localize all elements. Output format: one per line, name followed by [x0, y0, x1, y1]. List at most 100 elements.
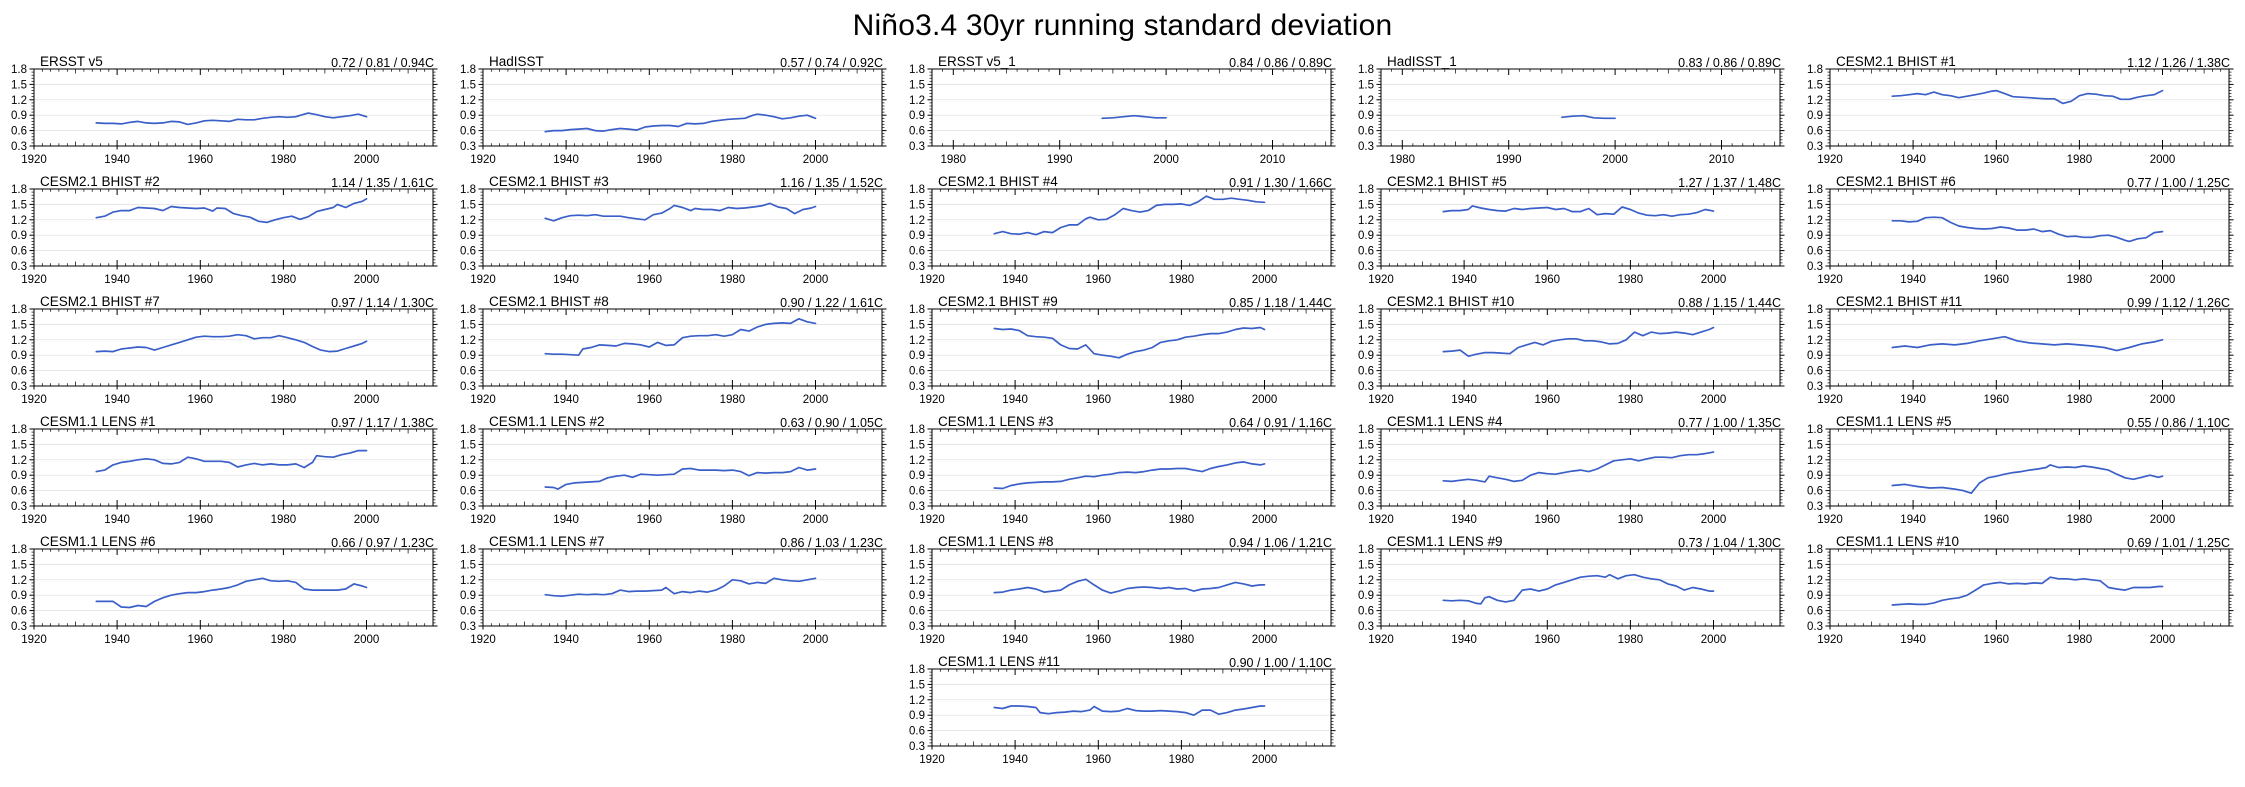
svg-text:1.2: 1.2 [11, 95, 27, 107]
chart-panel: 1920 1940 1960 1980 2000 0.3 0.6 0.9 1.2 1.5 1.8 C… [449, 174, 898, 294]
svg-text:1.5: 1.5 [460, 439, 476, 451]
axis-ticks: 1920 1940 1960 1980 2000 0.3 0.6 0.9 1.2 1.5 1.8 [1807, 544, 2234, 646]
svg-text:1960: 1960 [637, 274, 663, 286]
data-line [544, 202, 817, 222]
svg-text:1.2: 1.2 [1358, 215, 1374, 227]
svg-text:2000: 2000 [803, 154, 829, 166]
panel-stats: 1.27 / 1.37 / 1.48C [1678, 175, 1781, 190]
svg-text:1.2: 1.2 [11, 455, 27, 467]
svg-text:1.8: 1.8 [1358, 424, 1374, 436]
axis-ticks: 1920 1940 1960 1980 2000 0.3 0.6 0.9 1.2 1.5 1.8 [11, 184, 438, 286]
chart-canvas: 1920 1940 1960 1980 2000 0.3 0.6 0.9 1.2 1.5 1.8 [909, 424, 1336, 526]
svg-text:1.8: 1.8 [909, 64, 925, 76]
gridlines [1381, 564, 1780, 611]
svg-text:0.3: 0.3 [1358, 501, 1374, 513]
svg-text:1940: 1940 [1900, 514, 1926, 526]
chart-canvas: 1920 1940 1960 1980 2000 0.3 0.6 0.9 1.2 1.5 1.8 [1358, 424, 1785, 526]
svg-text:1980: 1980 [271, 394, 297, 406]
svg-text:1980: 1980 [2067, 394, 2093, 406]
data-line [95, 112, 368, 126]
svg-text:2000: 2000 [1252, 754, 1278, 766]
svg-text:1920: 1920 [1368, 514, 1394, 526]
svg-text:1.5: 1.5 [1807, 79, 1823, 91]
chart-canvas: 1920 1940 1960 1980 2000 0.3 0.6 0.9 1.2 1.5 1.8 [1807, 184, 2234, 286]
svg-text:1.5: 1.5 [460, 79, 476, 91]
svg-text:1920: 1920 [21, 154, 47, 166]
gridlines [932, 324, 1331, 371]
chart-canvas: 1920 1940 1960 1980 2000 0.3 0.6 0.9 1.2 1.5 1.8 [909, 544, 1336, 646]
chart-panel: 1920 1940 1960 1980 2000 0.3 0.6 0.9 1.2 1.5 1.8 C… [1796, 414, 2245, 534]
panel-title: CESM1.1 LENS #9 [1387, 534, 1503, 549]
svg-text:1.5: 1.5 [11, 559, 27, 571]
data-line [1442, 451, 1715, 483]
gridlines [1830, 564, 2229, 611]
svg-text:1960: 1960 [188, 394, 214, 406]
svg-text:0.9: 0.9 [1358, 590, 1374, 602]
panel-title: CESM1.1 LENS #1 [40, 414, 156, 429]
panel-stats: 1.12 / 1.26 / 1.38C [2127, 55, 2230, 70]
svg-text:0.6: 0.6 [460, 366, 476, 378]
svg-text:0.3: 0.3 [11, 381, 27, 393]
svg-text:1.5: 1.5 [909, 439, 925, 451]
panel-stats: 0.86 / 1.03 / 1.23C [780, 535, 883, 550]
panel-title: HadISST_1 [1387, 54, 1457, 69]
svg-text:1.8: 1.8 [909, 304, 925, 316]
svg-text:1.5: 1.5 [11, 439, 27, 451]
panel-title: CESM1.1 LENS #7 [489, 534, 605, 549]
svg-text:0.6: 0.6 [1358, 486, 1374, 498]
svg-text:1.2: 1.2 [1358, 335, 1374, 347]
chart-canvas: 1920 1940 1960 1980 2000 0.3 0.6 0.9 1.2 1.5 1.8 [1807, 304, 2234, 406]
svg-text:1960: 1960 [1535, 274, 1561, 286]
svg-text:1.2: 1.2 [1807, 335, 1823, 347]
plot-frame [1829, 308, 2230, 387]
svg-text:0.3: 0.3 [909, 261, 925, 273]
svg-text:0.3: 0.3 [460, 381, 476, 393]
svg-text:1920: 1920 [21, 274, 47, 286]
svg-text:1.8: 1.8 [1807, 304, 1823, 316]
svg-text:1980: 1980 [720, 634, 746, 646]
plot-frame [482, 68, 883, 147]
gridlines [932, 84, 1331, 131]
svg-text:1940: 1940 [104, 634, 130, 646]
svg-text:1980: 1980 [941, 154, 967, 166]
data-line [1891, 464, 2164, 495]
chart-canvas: 1980 1990 2000 2010 0.3 0.6 0.9 1.2 1.5 1.8 [909, 64, 1336, 166]
svg-text:1920: 1920 [1817, 514, 1843, 526]
svg-text:0.9: 0.9 [1358, 230, 1374, 242]
svg-text:2000: 2000 [2150, 394, 2176, 406]
svg-text:0.3: 0.3 [11, 261, 27, 273]
svg-text:1.5: 1.5 [1358, 439, 1374, 451]
plot-frame [482, 548, 883, 627]
axis-ticks: 1920 1940 1960 1980 2000 0.3 0.6 0.9 1.2 1.5 1.8 [1358, 304, 1785, 406]
data-line [544, 317, 817, 357]
gridlines [34, 444, 433, 491]
panel-title: CESM2.1 BHIST #8 [489, 294, 609, 309]
panel-title: CESM2.1 BHIST #11 [1836, 294, 1963, 309]
svg-text:0.9: 0.9 [11, 110, 27, 122]
plot-frame [1829, 68, 2230, 147]
svg-text:1.8: 1.8 [460, 544, 476, 556]
svg-text:1940: 1940 [1002, 754, 1028, 766]
svg-text:0.6: 0.6 [1358, 126, 1374, 138]
chart-canvas: 1920 1940 1960 1980 2000 0.3 0.6 0.9 1.2 1.5 1.8 [11, 544, 438, 646]
svg-text:1940: 1940 [1002, 514, 1028, 526]
svg-text:1940: 1940 [104, 394, 130, 406]
plot-frame [1829, 428, 2230, 507]
svg-text:2000: 2000 [1252, 634, 1278, 646]
svg-text:1.8: 1.8 [460, 304, 476, 316]
svg-text:1.5: 1.5 [909, 79, 925, 91]
gridlines [1830, 324, 2229, 371]
svg-text:1.8: 1.8 [11, 424, 27, 436]
svg-text:2000: 2000 [1701, 514, 1727, 526]
chart-panel: 1920 1940 1960 1980 2000 0.3 0.6 0.9 1.2 1.5 1.8 C… [0, 534, 449, 654]
svg-text:1960: 1960 [1984, 394, 2010, 406]
svg-text:2000: 2000 [2150, 154, 2176, 166]
svg-text:1920: 1920 [1817, 154, 1843, 166]
chart-panel: 1920 1940 1960 1980 2000 0.3 0.6 0.9 1.2 1.5 1.8 C… [898, 294, 1347, 414]
svg-text:1990: 1990 [1047, 154, 1073, 166]
svg-text:1920: 1920 [919, 754, 945, 766]
axis-ticks: 1920 1940 1960 1980 2000 0.3 0.6 0.9 1.2 1.5 1.8 [909, 184, 1336, 286]
svg-text:1960: 1960 [1086, 394, 1112, 406]
svg-text:1940: 1940 [104, 274, 130, 286]
panel-title: ERSST v5 [40, 54, 103, 69]
